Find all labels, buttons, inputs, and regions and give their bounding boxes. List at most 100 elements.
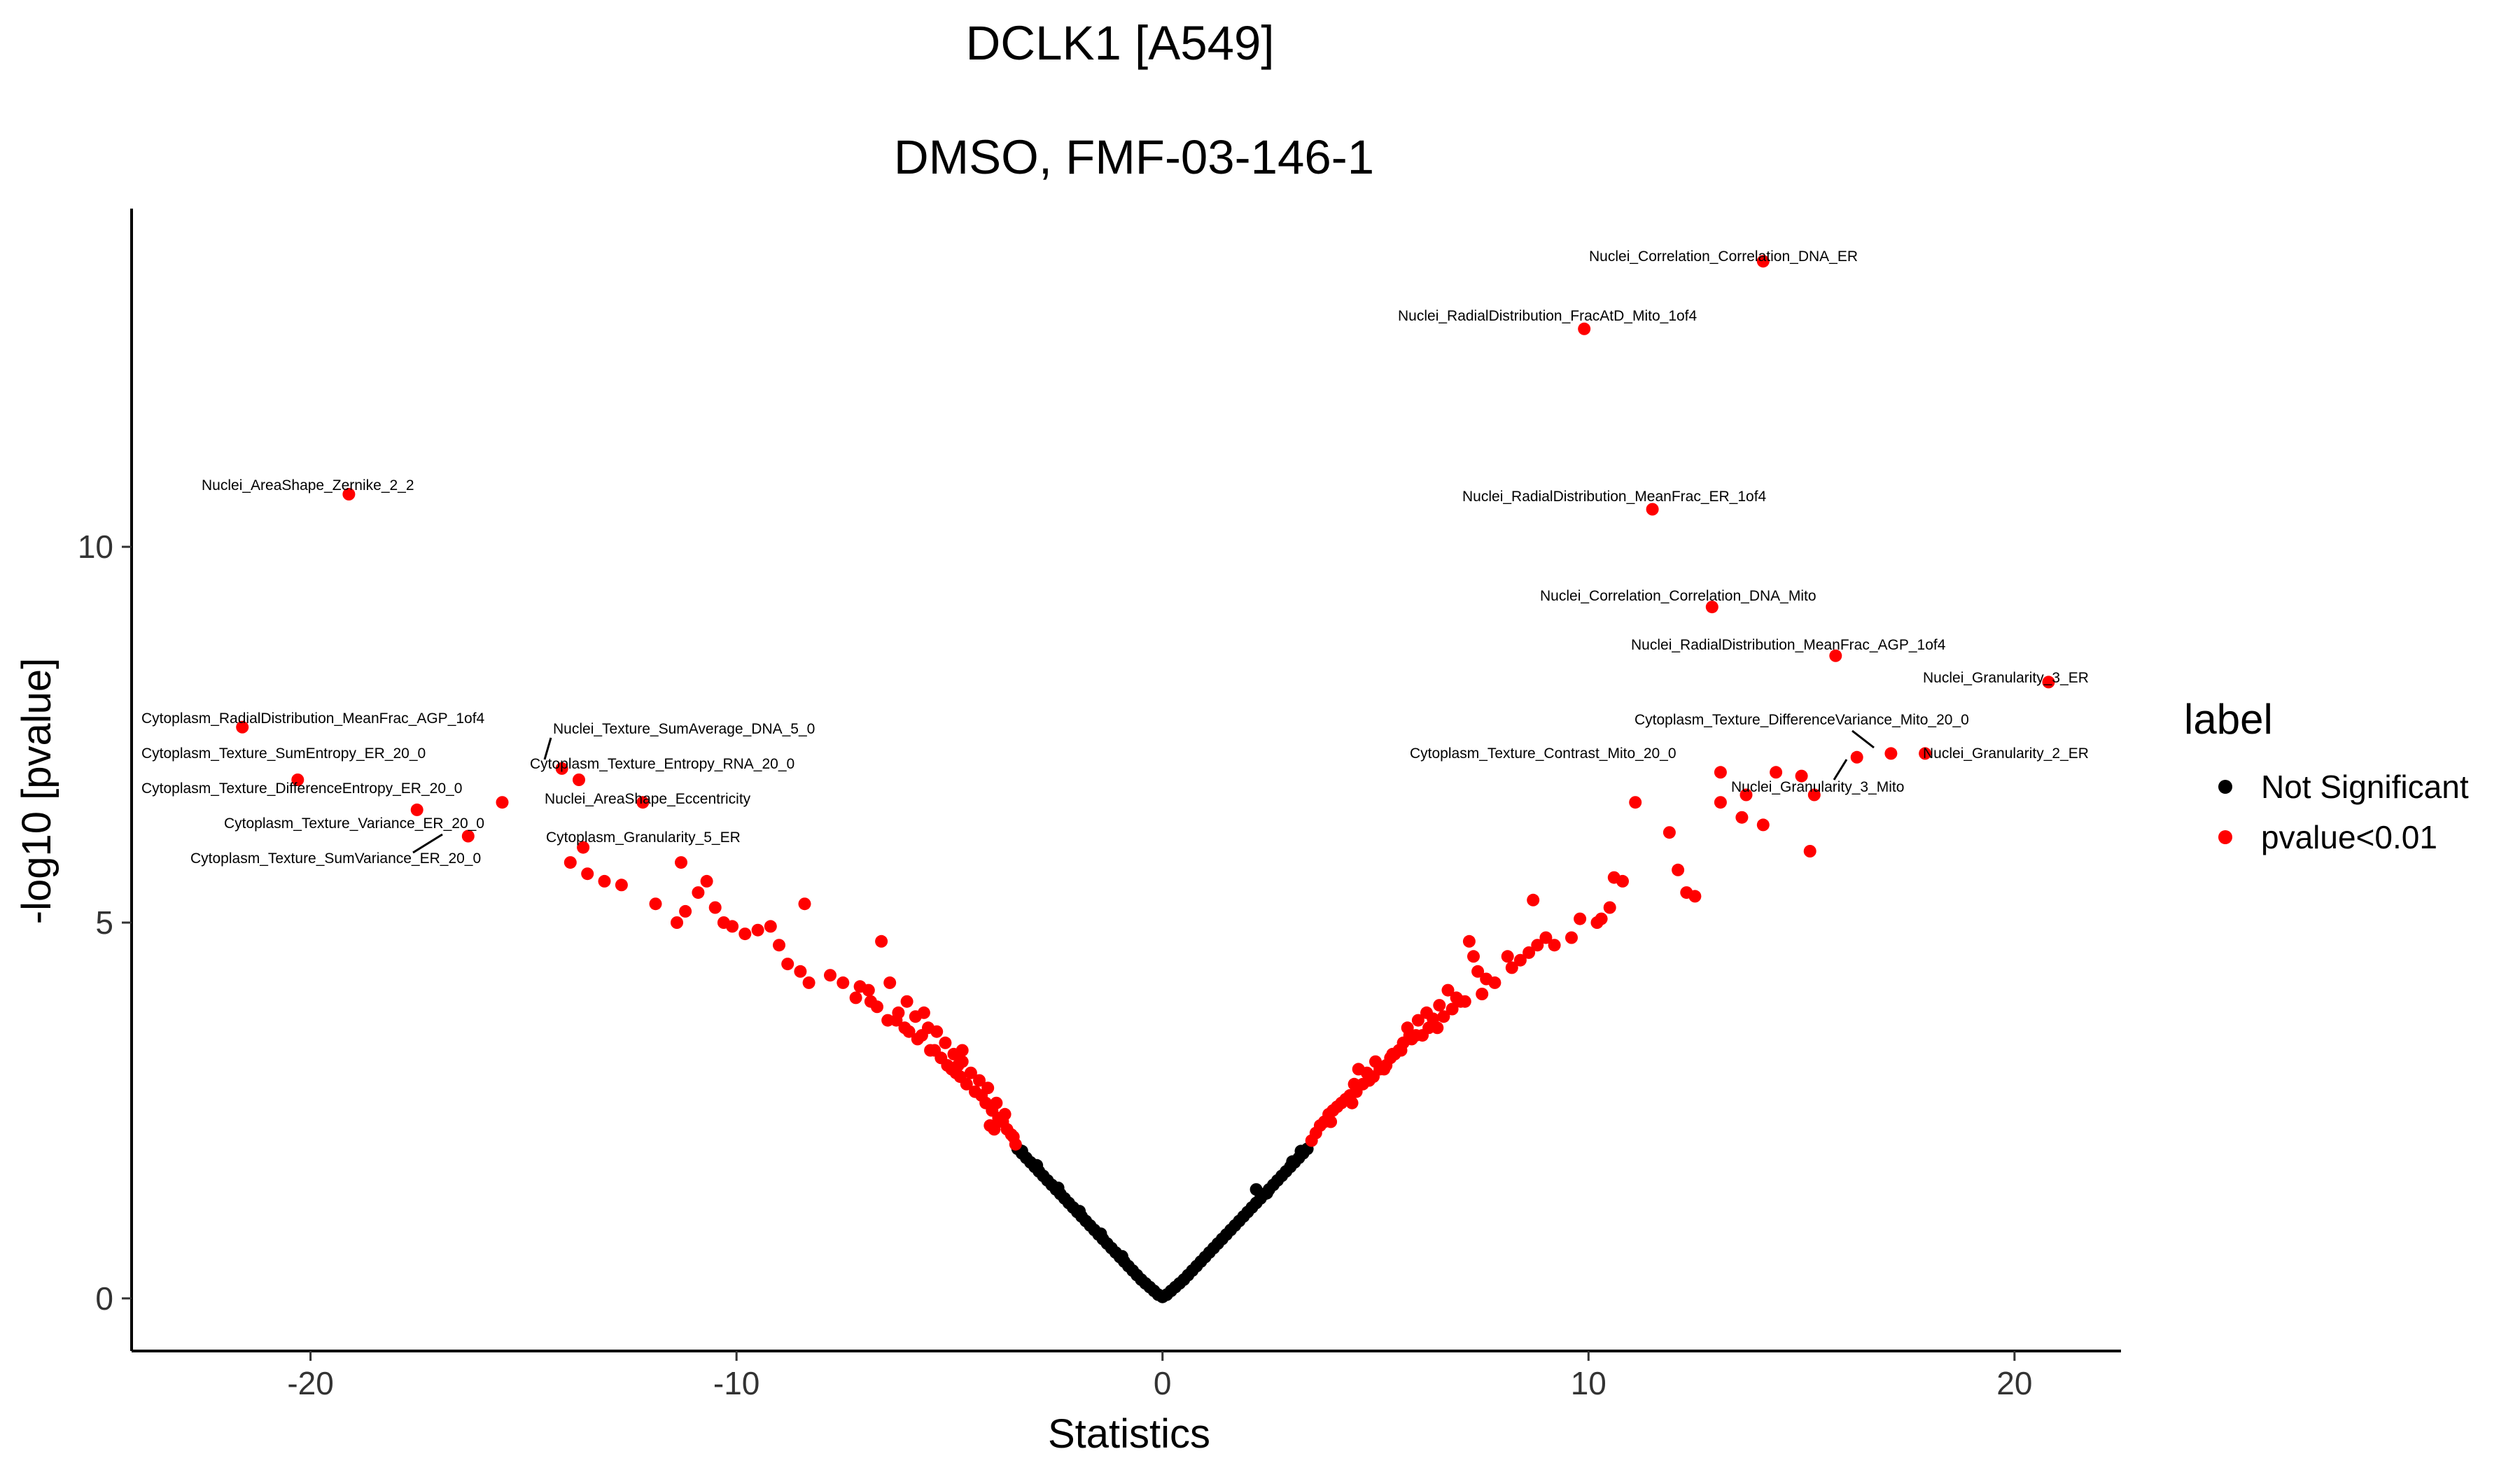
point-not-significant-70 [1030, 1158, 1044, 1172]
point-not-significant-75 [1250, 1183, 1263, 1196]
point-significant-90 [1850, 750, 1863, 764]
point-significant-26 [773, 939, 785, 952]
point-significant-57 [902, 1025, 916, 1038]
point-significant-6 [555, 762, 568, 775]
point-label: Cytoplasm_Texture_SumVariance_ER_20_0 [190, 850, 481, 867]
point-significant-4 [496, 796, 509, 809]
point-significant-112 [1548, 939, 1561, 952]
point-significant-144 [1480, 972, 1493, 986]
point-significant-10 [564, 856, 577, 869]
chart-subtitle: DMSO, FMF-03-146-1 [894, 130, 1374, 184]
point-significant-114 [1531, 939, 1544, 952]
point-significant-141 [1352, 1063, 1365, 1076]
axes [130, 209, 2121, 1352]
point-significant-88 [1884, 747, 1898, 760]
point-significant-32 [836, 976, 850, 989]
y-axis-title: -log10 [pvalue] [14, 658, 59, 924]
legend: label Not Significant pvalue<0.01 [2184, 696, 2469, 855]
point-significant-78 [917, 1006, 930, 1019]
point-significant-27 [781, 958, 794, 971]
point-significant-83 [1578, 322, 1591, 335]
point-significant-104 [1688, 890, 1702, 903]
label-leader-line [1851, 729, 1875, 749]
point-significant-113 [1539, 931, 1553, 944]
point-significant-16 [671, 916, 683, 929]
point-not-significant-72 [1073, 1205, 1086, 1218]
point-significant-12 [581, 867, 594, 881]
point-labels: Nuclei_AreaShape_Zernike_2_2 Cytoplasm_Ra… [141, 248, 2089, 867]
point-significant-20 [708, 901, 722, 914]
point-significant-94 [1807, 788, 1821, 802]
point-significant-163 [1335, 1096, 1348, 1110]
point-significant-55 [890, 1014, 903, 1027]
point-significant-30 [798, 897, 811, 911]
point-significant-118 [1505, 961, 1518, 974]
point-significant-87 [2042, 676, 2055, 689]
point-significant-24 [751, 923, 764, 937]
point-significant-36 [883, 976, 897, 989]
point-significant-9 [577, 841, 590, 854]
y-tick-label: 0 [95, 1280, 113, 1317]
point-significant-86 [1829, 649, 1842, 662]
point-label: Nuclei_Granularity_3_Mito [1731, 779, 1904, 795]
point-significant-92 [1714, 766, 1727, 779]
ticks: -20 -10 0 10 20 0 5 10 [78, 528, 2033, 1401]
point-significant-41 [930, 1025, 944, 1038]
point-significant-101 [1662, 826, 1676, 839]
point-label: Nuclei_Granularity_2_ER [1923, 746, 2089, 762]
point-significant-17 [679, 904, 692, 918]
point-significant-46 [973, 1074, 986, 1087]
point-significant-29 [802, 976, 816, 989]
point-significant-51 [853, 980, 867, 993]
point-label: Nuclei_RadialDistribution_FracAtD_Mito_1… [1398, 308, 1698, 324]
point-significant-59 [915, 1029, 928, 1042]
point-significant-96 [1714, 796, 1727, 809]
point-significant-95 [1629, 796, 1642, 809]
point-label: Cytoplasm_Texture_Variance_ER_20_0 [224, 816, 484, 832]
point-significant-85 [1705, 601, 1718, 614]
point-label: Nuclei_Granularity_3_ER [1923, 670, 2089, 686]
point-significant-11 [675, 856, 687, 869]
point-significant-19 [700, 874, 713, 888]
point-significant-164 [1326, 1104, 1340, 1117]
legend-title: label [2184, 696, 2273, 743]
label-leader-line [543, 737, 552, 760]
point-label: Nuclei_Texture_SumAverage_DNA_5_0 [553, 721, 815, 737]
point-significant-115 [1527, 893, 1540, 906]
point-significant-53 [871, 1000, 883, 1014]
point-significant-168 [1324, 1115, 1338, 1128]
point-significant-35 [875, 934, 888, 948]
label-leader-line [1833, 759, 1848, 780]
point-significant-28 [794, 965, 807, 978]
point-significant-125 [1441, 983, 1455, 997]
point-not-significant-76 [1260, 1186, 1273, 1200]
point-significant-120 [1476, 988, 1489, 1000]
point-significant-148 [1437, 1010, 1450, 1023]
point-significant-89 [1919, 747, 1932, 760]
point-significant-116 [1522, 946, 1536, 959]
point-significant-110 [1574, 912, 1587, 925]
point-significant-128 [1411, 1014, 1424, 1027]
point-significant-84 [1646, 503, 1659, 516]
point-label: Nuclei_Correlation_Correlation_DNA_Mito [1540, 588, 1816, 604]
point-significant-97 [1735, 811, 1749, 824]
point-label: Nuclei_AreaShape_Eccentricity [545, 791, 751, 807]
point-label: Cytoplasm_Granularity_5_ER [546, 830, 741, 846]
point-significant-106 [1607, 871, 1620, 884]
point-significant-81 [988, 1123, 1001, 1136]
label-leader-line [412, 833, 443, 854]
point-significant-171 [1458, 995, 1471, 1008]
point-significant-145 [1501, 950, 1514, 963]
point-significant-77 [955, 1044, 969, 1057]
point-significant-122 [1467, 950, 1480, 963]
point-significant-98 [1756, 818, 1770, 832]
point-significant-7 [573, 774, 585, 786]
points-layer [236, 255, 2055, 1303]
point-not-significant-78 [1286, 1155, 1299, 1168]
point-significant-25 [764, 920, 777, 933]
point-significant-107 [1603, 901, 1616, 914]
point-significant-167 [1345, 1096, 1359, 1110]
x-tick-label: 20 [1996, 1365, 2032, 1401]
point-label: Nuclei_Correlation_Correlation_DNA_ER [1589, 248, 1858, 265]
